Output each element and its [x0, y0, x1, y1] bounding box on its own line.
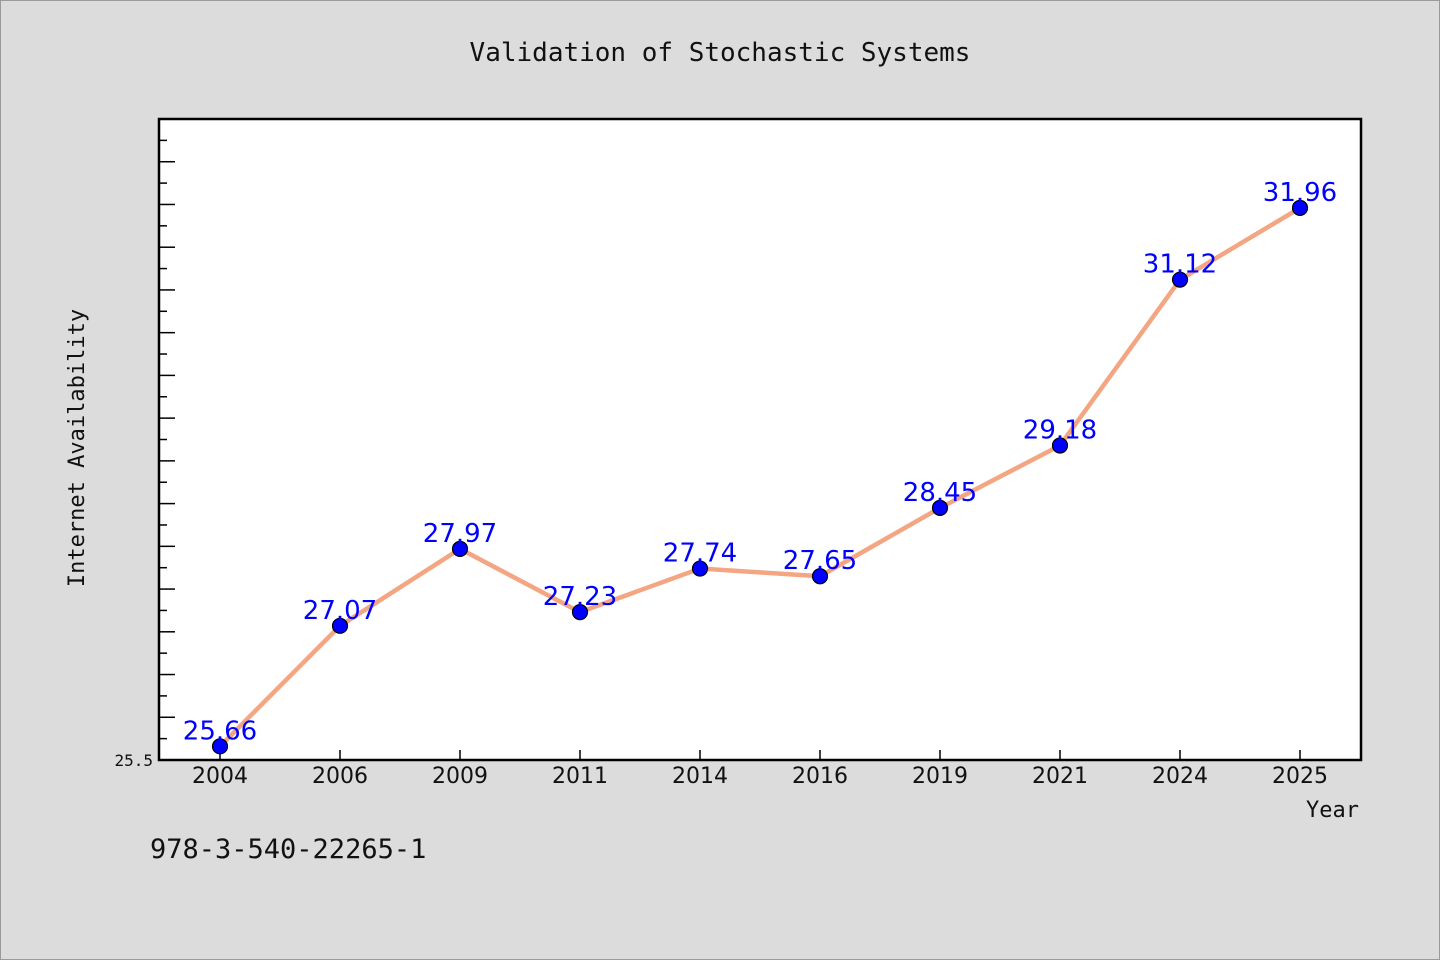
data-point — [211, 738, 229, 755]
x-tick-label: 2025 — [1272, 764, 1328, 789]
series-points — [211, 199, 1309, 755]
series-line — [217, 205, 1303, 749]
data-point — [331, 617, 349, 634]
y-axis-label: Internet Availability — [65, 309, 90, 587]
x-tick-label: 2006 — [312, 764, 368, 789]
x-axis-label: Year — [1306, 798, 1359, 823]
data-label: 27.65 — [783, 546, 857, 576]
x-tick-label: 2011 — [552, 764, 608, 789]
x-axis-tick-labels: 2004 2006 2009 2011 2014 2016 2019 2021 2024 2025 — [192, 764, 1328, 789]
data-point — [1291, 199, 1309, 216]
data-label: 27.07 — [303, 596, 377, 626]
data-point — [811, 568, 829, 585]
data-label: 31.12 — [1143, 250, 1217, 280]
x-tick-label: 2016 — [792, 764, 848, 789]
data-point — [1171, 271, 1189, 288]
data-label: 31.96 — [1263, 178, 1337, 208]
data-point — [571, 604, 589, 621]
data-label: 27.97 — [423, 519, 497, 549]
data-point — [451, 540, 469, 557]
data-labels: 25.66 27.07 27.97 27.23 27.74 27.65 28.45 29.18… — [183, 178, 1337, 746]
x-tick-label: 2004 — [192, 764, 248, 789]
x-tick-label: 2014 — [672, 764, 728, 789]
y-tick-label: 25.5 — [114, 751, 153, 770]
x-tick-label: 2019 — [912, 764, 968, 789]
data-label: 27.74 — [663, 539, 737, 569]
y-axis-ticks — [159, 118, 175, 761]
plot-area — [157, 117, 1363, 762]
x-tick-label: 2021 — [1032, 764, 1088, 789]
x-tick-label: 2009 — [432, 764, 488, 789]
chart-title: Validation of Stochastic Systems — [470, 38, 971, 68]
data-label: 29.18 — [1023, 415, 1097, 445]
data-point — [1051, 437, 1069, 454]
x-tick-label: 2024 — [1152, 764, 1208, 789]
data-point — [931, 499, 949, 516]
data-label: 28.45 — [903, 478, 977, 508]
data-point — [691, 560, 709, 577]
data-label: 27.23 — [543, 582, 617, 612]
x-axis-ticks — [219, 750, 1301, 760]
data-label: 25.66 — [183, 716, 257, 746]
isbn-text: 978-3-540-22265-1 — [150, 834, 427, 865]
